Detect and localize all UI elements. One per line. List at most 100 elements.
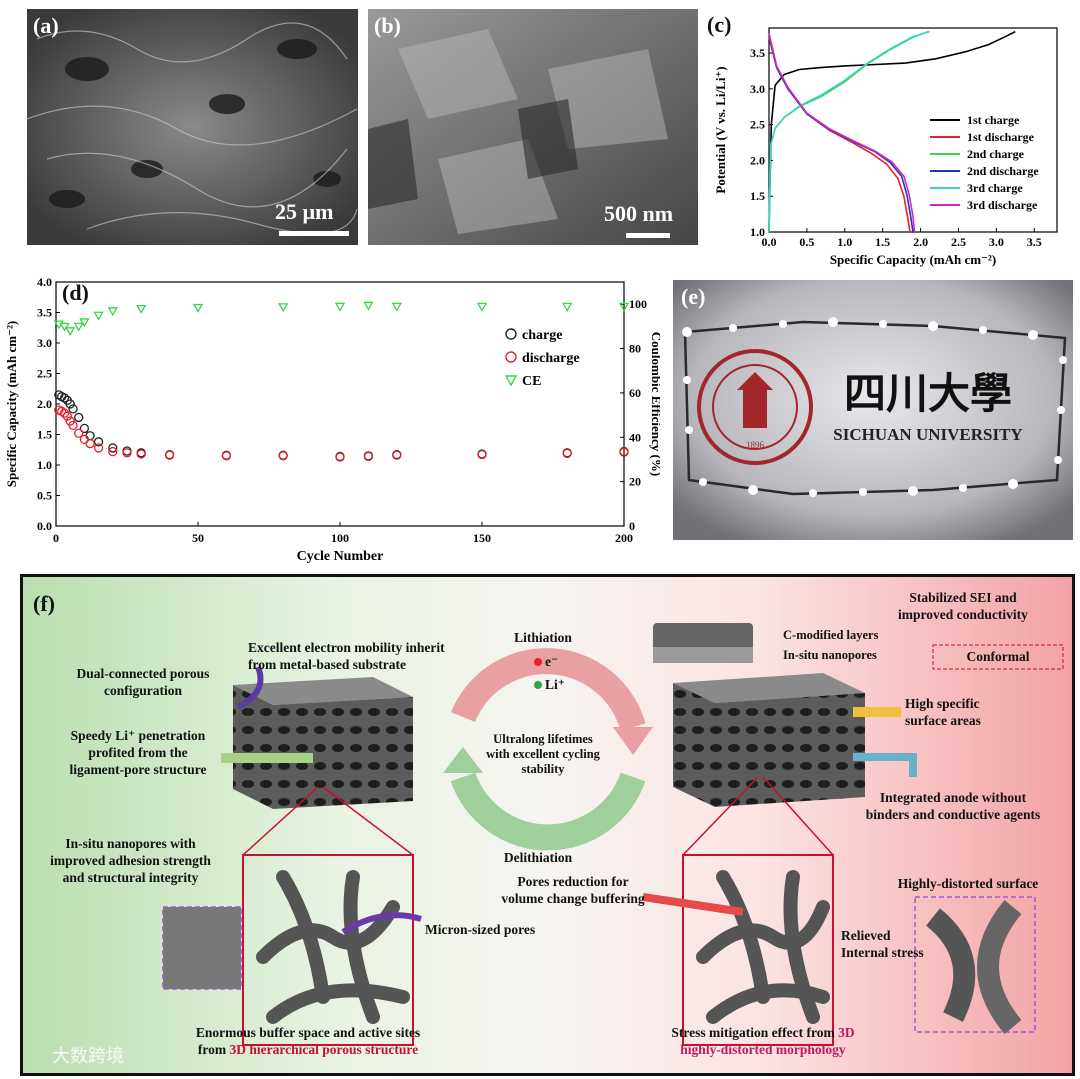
insitu-left-text: In-situ nanopores with improved adhesion … <box>50 836 211 885</box>
panel-a-label: (a) <box>33 13 59 38</box>
chart-d-point <box>93 311 104 321</box>
chart-d-point <box>68 420 78 431</box>
chart-d-point <box>391 302 402 312</box>
chart-d-legend-marker <box>505 328 517 340</box>
chart-c-legend-label: 3rd discharge <box>967 198 1038 212</box>
right-zoom-box <box>682 854 834 1046</box>
chart-d-xtick-label: 0 <box>53 531 59 545</box>
photo-e-svg: 1896 四川大學 SICHUAN UNIVERSITY <box>673 280 1073 540</box>
chart-d-point <box>65 399 75 409</box>
chart-d-ytick-label: 1.5 <box>37 428 52 442</box>
chart-c-legend-label: 2nd charge <box>967 147 1025 161</box>
panel-b-label: (b) <box>374 13 401 38</box>
schematic-graphics <box>162 623 1064 1046</box>
chart-d-legend-label: discharge <box>522 351 580 366</box>
chart-d-point <box>59 322 70 332</box>
chart-d-point <box>65 327 76 337</box>
watermark: 大数跨境 <box>52 1046 124 1067</box>
chart-d-y2tick-label: 20 <box>629 475 641 489</box>
chart-d-ytick-label: 3.5 <box>37 306 52 320</box>
chart-d-point <box>136 449 146 459</box>
chart-d-point <box>85 431 95 441</box>
chart-d-point <box>136 304 147 314</box>
chart-d-xtick-label: 100 <box>331 531 349 545</box>
chart-d-legend-marker <box>505 351 517 363</box>
chart-d-svg: 0 50 100 150 200 0.0 0.5 1.0 1.5 2.0 2.5 3.0 3.5 4.0 0… <box>4 275 660 564</box>
panel-e-label: (e) <box>681 284 706 309</box>
c-modified-text: C-modified layers <box>783 628 879 642</box>
panel-c-chart: 0.0 0.5 1.0 1.5 2.0 2.5 3.0 3.5 1.0 1.5 2.0 2.5 3.0 3… <box>705 0 1075 272</box>
sign-chinese: 四川大學 <box>844 371 1012 418</box>
lithiation-label: Lithiation <box>514 630 572 645</box>
chart-d-ylabel: Specific Capacity (mAh cm⁻²) <box>4 321 19 487</box>
chart-c-ytick-label: 2.0 <box>750 153 765 167</box>
chart-d-point <box>619 447 629 457</box>
chart-c-legend-label: 1st charge <box>967 113 1020 127</box>
sem-texture-b <box>368 9 698 245</box>
electron-dot <box>534 658 542 666</box>
chart-d-point <box>562 448 572 459</box>
right-inset <box>914 896 1036 1033</box>
chart-d-xtick-label: 150 <box>473 531 491 545</box>
yellow-arrow-surface <box>853 707 901 717</box>
delithiation-label: Delithiation <box>503 850 573 865</box>
chart-d-point <box>164 450 175 460</box>
chart-d-point <box>68 404 78 414</box>
chart-d-xtick-label: 200 <box>615 531 633 545</box>
li-ion-label: Li⁺ <box>545 677 565 692</box>
dual-connected-text: Dual-connected porous configuration <box>76 666 210 698</box>
electron-mobility-text: Excellent electron mobility inherit from … <box>248 640 445 672</box>
chart-c-xtick-label: 1.0 <box>837 235 852 249</box>
chart-d-point <box>59 408 70 418</box>
chart-c-ytick-label: 1.0 <box>750 225 765 239</box>
chart-d-ytick-label: 2.0 <box>37 397 52 411</box>
chart-d-point <box>59 393 70 403</box>
sign-english: SICHUAN UNIVERSITY <box>833 425 1022 444</box>
chart-d-point <box>278 303 289 313</box>
chart-c-ytick-label: 3.0 <box>750 82 765 96</box>
center-cycle-text: Ultralong lifetimes with excellent cyclin… <box>486 732 600 776</box>
green-arrow-li <box>221 753 313 763</box>
li-ion-dot <box>534 681 542 689</box>
chart-d-point <box>476 302 488 312</box>
purple-arrow-micron <box>341 912 422 935</box>
chart-d-point <box>79 318 90 328</box>
right-foam-cube <box>673 673 865 807</box>
chart-c-xtick-label: 0.0 <box>762 235 777 249</box>
chart-d-point <box>278 451 288 461</box>
chart-d-point <box>335 452 345 462</box>
insitu-nanopores-text: In-situ nanopores <box>783 648 877 662</box>
integrated-anode-text: Integrated anode without binders and cond… <box>865 790 1041 822</box>
left-ligament-structure <box>256 870 410 1024</box>
blue-arrow-integrated <box>853 753 917 777</box>
panel-d-chart: 0 50 100 150 200 0.0 0.5 1.0 1.5 2.0 2.5 3.0 3.5 4.0 0… <box>0 268 660 568</box>
chart-c-legend-label: 1st discharge <box>967 130 1035 144</box>
pores-reduction-text: Pores reduction for volume change bufferi… <box>501 874 645 906</box>
conformal-text: Conformal <box>966 649 1030 664</box>
electron-label: e⁻ <box>545 654 559 669</box>
conformal-box <box>932 644 1064 670</box>
chart-d-point <box>74 412 84 423</box>
chart-d-point <box>79 434 90 445</box>
chart-c-xtick-label: 2.0 <box>913 235 928 249</box>
relieved-stress-text: Relieved Internal stress <box>841 928 924 960</box>
chart-c-ytick-label: 1.5 <box>750 189 765 203</box>
chart-d-point <box>392 450 402 460</box>
chart-d-point <box>618 302 630 312</box>
stabilized-sei-text: Stabilized SEI and improved conductivity <box>898 590 1028 622</box>
chart-d-point <box>85 438 95 449</box>
chart-d-ytick-label: 0.0 <box>37 519 52 533</box>
chart-d-y2tick-label: 60 <box>629 386 641 400</box>
panel-f-label: (f) <box>33 591 55 616</box>
panel-a-scale-text: 25 µm <box>275 199 334 224</box>
panel-b-scale-bar <box>626 233 670 238</box>
chart-c-xtick-label: 3.0 <box>989 235 1004 249</box>
stress-mitigation-text: Stress mitigation effect from 3D highly-… <box>671 1025 855 1057</box>
chart-c-ytick-label: 2.5 <box>750 118 765 132</box>
panel-a-sem-image: (a) 25 µm <box>27 9 358 245</box>
chart-d-ytick-label: 0.5 <box>37 489 52 503</box>
led-lights <box>682 317 1067 497</box>
chart-c-svg: 0.0 0.5 1.0 1.5 2.0 2.5 3.0 3.5 1.0 1.5 2.0 2.5 3.0 3… <box>713 27 1058 267</box>
panel-b-sem-image: (b) 500 nm <box>368 9 698 245</box>
chart-d-point <box>477 449 487 460</box>
